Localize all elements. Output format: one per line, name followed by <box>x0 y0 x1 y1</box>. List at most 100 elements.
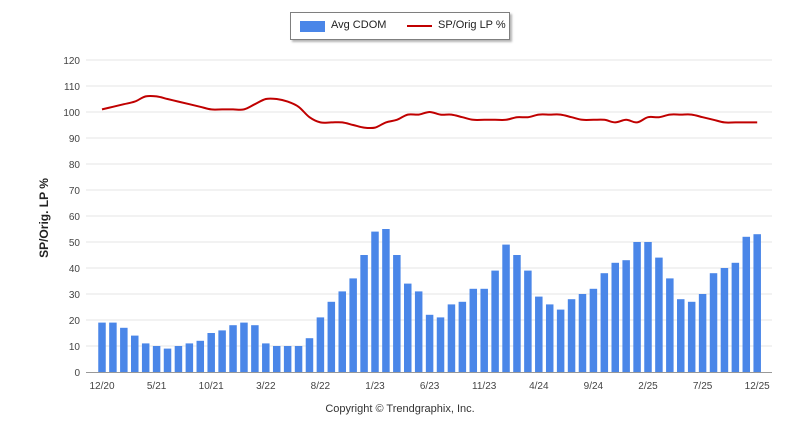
line-series-sp-orig-lp <box>101 94 758 130</box>
y-axis-title: SP/Orig. LP % <box>37 178 51 258</box>
x-tick-label: 12/25 <box>745 381 770 392</box>
bar <box>753 234 761 372</box>
bar <box>349 278 357 372</box>
sp-orig-lp-line <box>101 94 758 130</box>
bar <box>382 229 390 372</box>
x-tick-label: 2/25 <box>638 381 658 392</box>
bar <box>185 343 194 372</box>
bar <box>545 304 554 372</box>
bar <box>294 346 303 372</box>
bar <box>633 242 641 372</box>
y-tick-label: 0 <box>74 368 80 379</box>
bar <box>414 291 423 372</box>
bar <box>709 273 718 372</box>
bar-series-avg-cdom <box>98 229 761 372</box>
legend-swatch-avg-cdom <box>300 21 325 32</box>
bar <box>556 309 565 372</box>
bar <box>469 288 478 372</box>
y-tick-label: 100 <box>63 108 80 119</box>
copyright-text: Copyright © Trendgraphix, Inc. <box>325 403 475 415</box>
x-tick-label: 12/20 <box>89 381 114 392</box>
bar <box>262 343 270 372</box>
bar <box>393 255 401 372</box>
y-tick-label: 70 <box>69 186 81 197</box>
bar <box>404 283 412 372</box>
y-tick-label: 60 <box>69 212 81 223</box>
bar <box>513 255 521 372</box>
bar <box>458 301 467 372</box>
y-tick-label: 80 <box>69 160 81 171</box>
x-tick-label: 10/21 <box>199 381 224 392</box>
y-tick-label: 20 <box>69 316 81 327</box>
bar <box>578 294 587 372</box>
bar <box>491 270 499 372</box>
y-tick-label: 10 <box>69 342 81 353</box>
bar <box>447 304 456 372</box>
x-tick-label: 6/23 <box>420 381 440 392</box>
x-tick-label: 1/23 <box>365 381 385 392</box>
bar <box>174 346 183 372</box>
bar <box>502 244 510 372</box>
bar <box>218 330 226 372</box>
bar <box>687 301 696 372</box>
bar <box>283 346 292 372</box>
bar <box>567 299 576 372</box>
bar <box>436 317 445 372</box>
bar <box>535 296 543 372</box>
bar <box>666 278 674 372</box>
bar <box>141 343 150 372</box>
bar <box>742 236 751 372</box>
bar <box>371 231 379 372</box>
x-tick-label: 7/25 <box>693 381 713 392</box>
x-tick-label: 4/24 <box>529 381 549 392</box>
bar <box>98 322 106 372</box>
bar <box>677 299 685 372</box>
bar <box>655 257 663 372</box>
bar <box>272 346 281 372</box>
y-tick-label: 50 <box>69 238 81 249</box>
bar <box>240 322 248 372</box>
x-tick-label: 11/23 <box>472 381 497 392</box>
bar <box>131 335 139 372</box>
bar <box>720 268 729 372</box>
bar <box>109 322 117 372</box>
y-tick-label: 40 <box>69 264 81 275</box>
bar <box>196 340 205 372</box>
bar <box>152 346 161 372</box>
bar <box>163 348 172 372</box>
gridlines <box>86 59 772 347</box>
bar <box>305 338 314 372</box>
y-tick-label: 110 <box>64 82 80 93</box>
y-tick-label: 30 <box>69 290 81 301</box>
x-tick-label: 3/22 <box>256 381 276 392</box>
bar <box>611 262 619 372</box>
bar <box>622 260 630 372</box>
bar <box>698 294 707 372</box>
bar <box>229 325 237 372</box>
x-tick-label: 5/21 <box>147 381 167 392</box>
x-tick-label: 9/24 <box>584 381 604 392</box>
x-tick-label: 8/22 <box>311 381 331 392</box>
legend: Avg CDOM SP/Orig LP % <box>290 12 510 40</box>
bar <box>644 242 652 372</box>
bar <box>251 325 259 372</box>
bar <box>120 327 128 372</box>
bar <box>207 333 215 372</box>
bar <box>360 255 368 372</box>
bar <box>600 273 609 372</box>
y-tick-label: 120 <box>63 56 80 67</box>
bar <box>524 270 532 372</box>
bar <box>327 301 336 372</box>
bar <box>338 291 346 372</box>
legend-swatch-sp-orig-lp <box>407 25 432 27</box>
bar <box>425 314 434 372</box>
y-tick-label: 90 <box>69 134 81 145</box>
legend-label-sp-orig-lp: SP/Orig LP % <box>438 19 506 31</box>
x-tick-labels: 12/20 5/21 10/21 3/22 8/22 1/23 6/23 11/23 4/24 9… <box>89 381 770 392</box>
legend-label-avg-cdom: Avg CDOM <box>331 19 387 31</box>
bar <box>480 288 488 372</box>
bar <box>731 262 740 372</box>
bar <box>316 317 325 372</box>
y-tick-labels: 0 10 20 30 40 50 60 70 80 90 100 110 120 <box>63 56 80 379</box>
